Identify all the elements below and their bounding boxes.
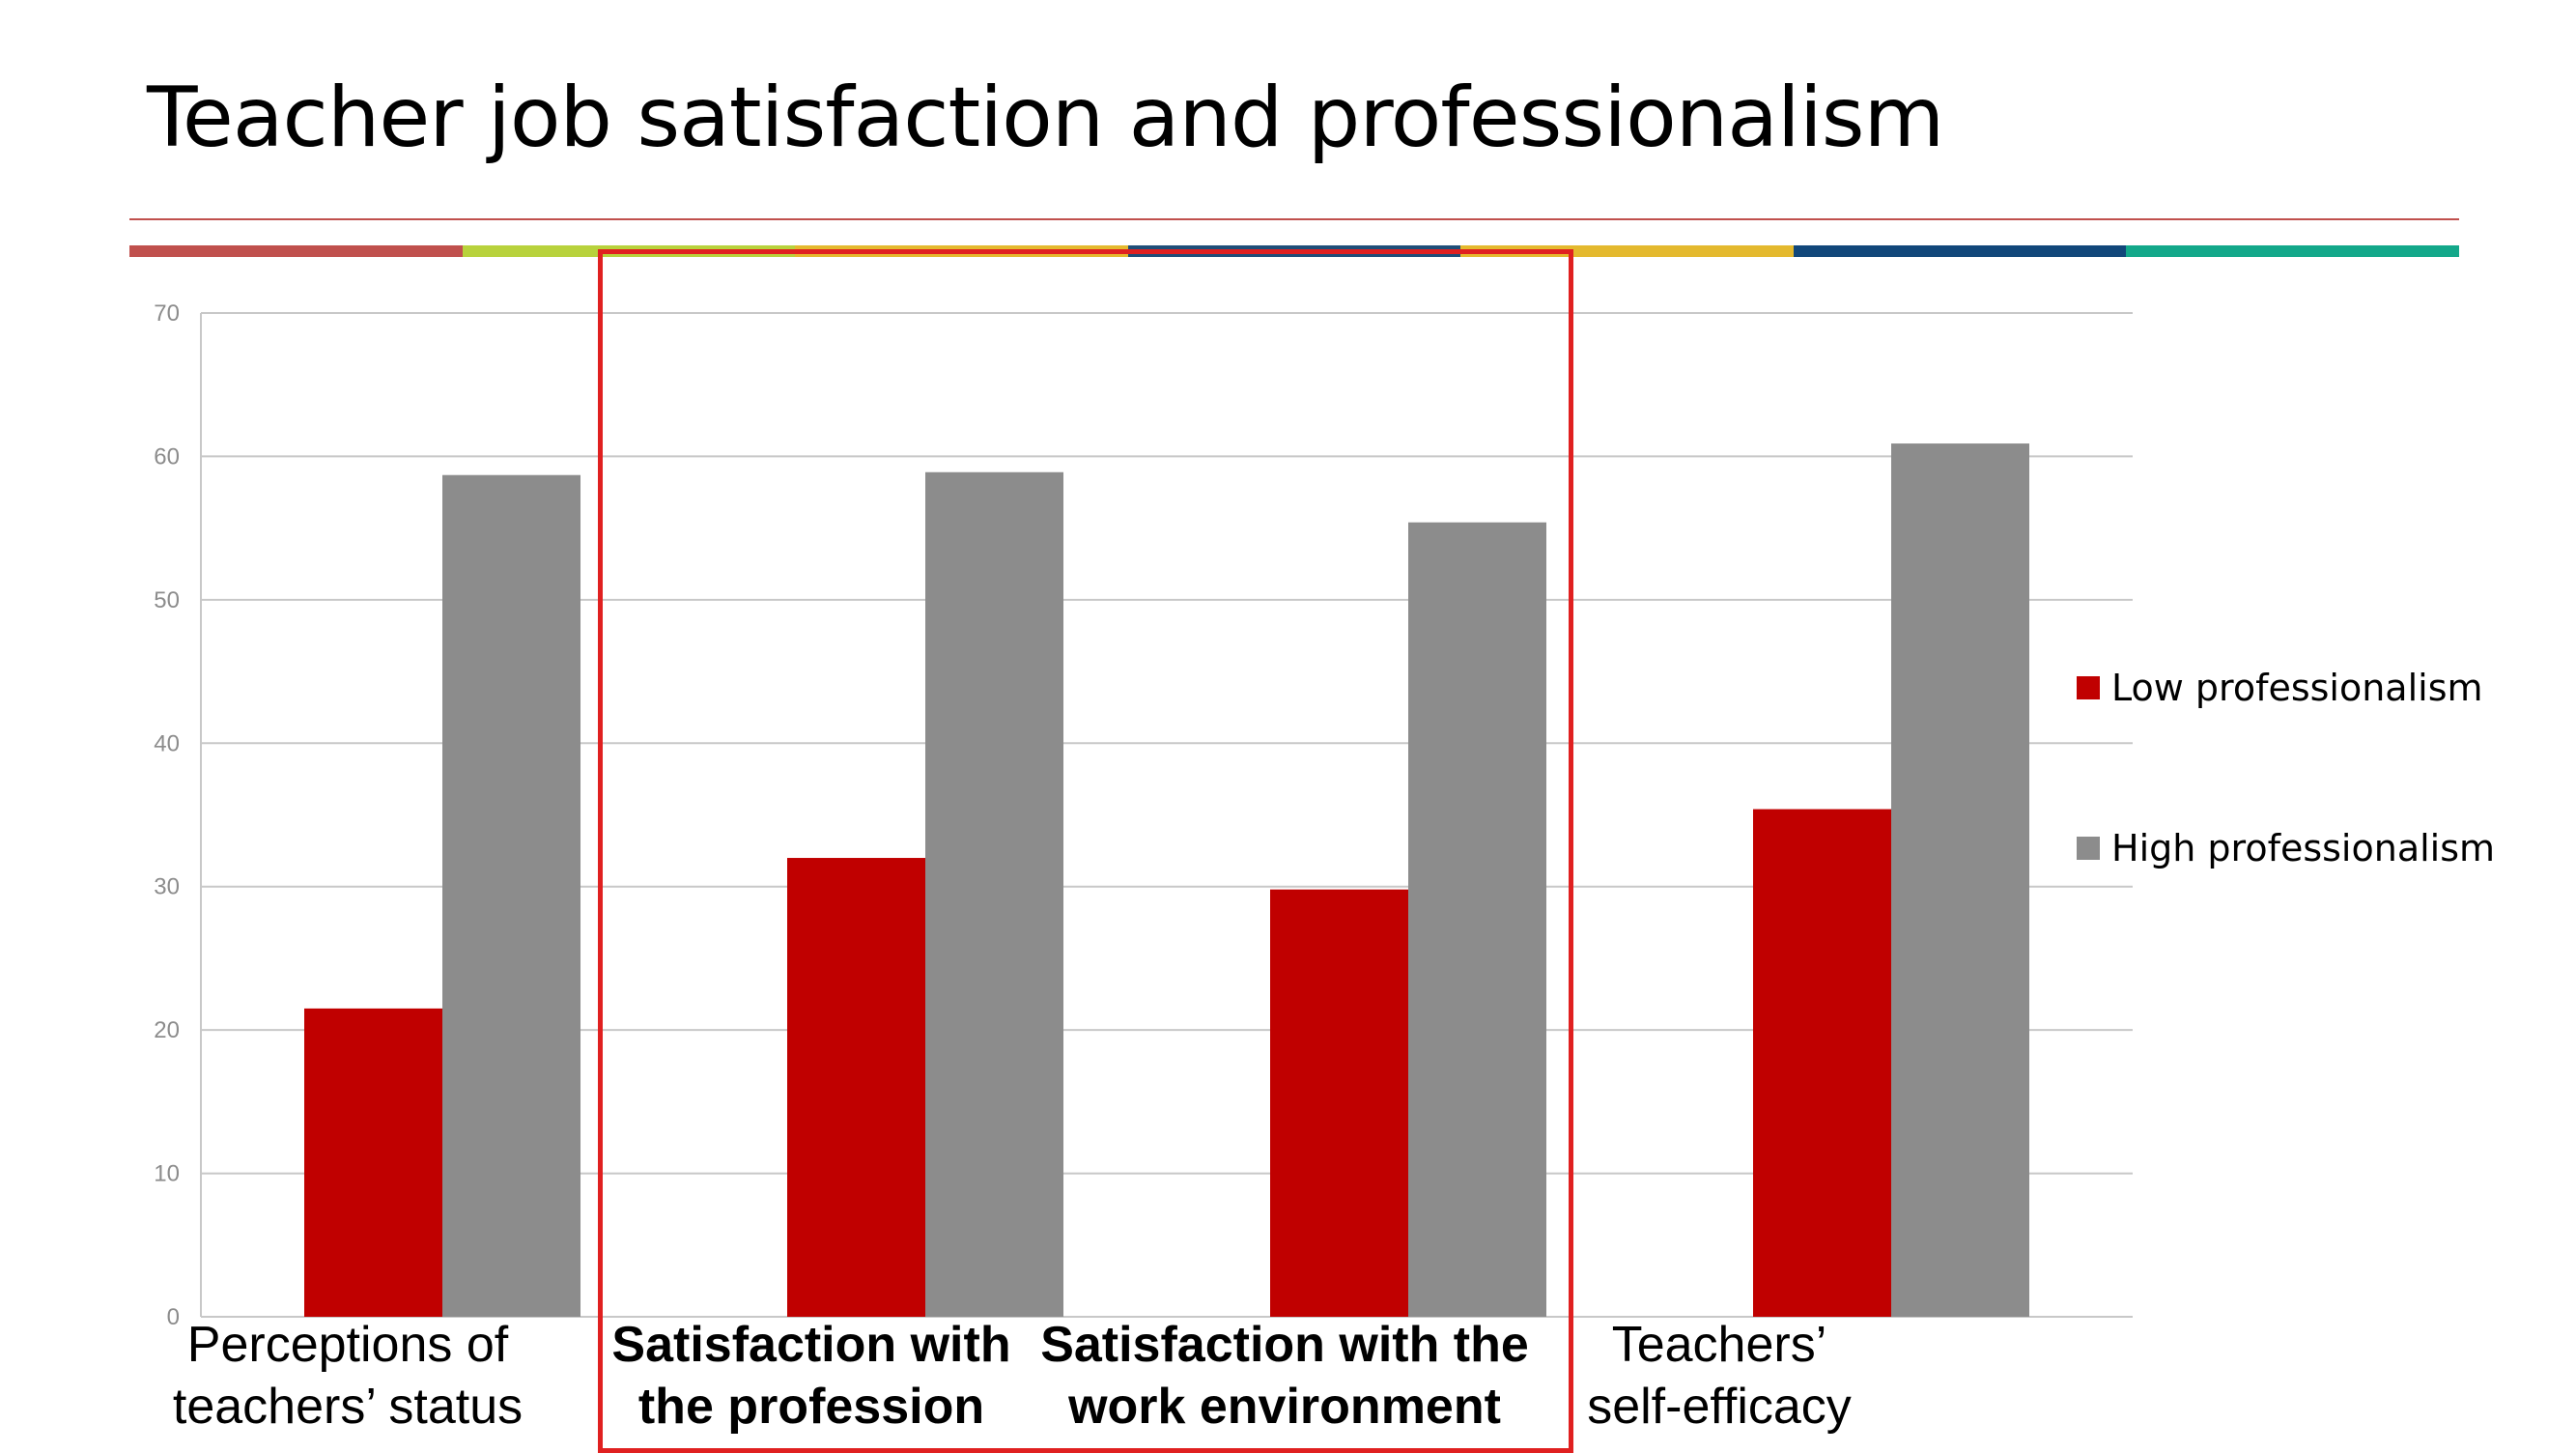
category-label-line: teachers’ status [172, 1379, 524, 1435]
legend-label-high: High professionalism [2111, 827, 2496, 869]
category-label-self-efficacy: Teachers’ self-efficacy [1565, 1314, 1874, 1438]
category-label-line: work environment [1068, 1379, 1501, 1435]
chart-legend: Low professionalism High professionalism [2077, 667, 2495, 987]
category-label-line: Satisfaction with the [1040, 1317, 1529, 1373]
y-tick-label: 20 [154, 1017, 180, 1043]
category-label-status: Perceptions of teachers’ status [155, 1314, 541, 1438]
category-label-line: Perceptions of [186, 1317, 509, 1373]
stripe-segment [1793, 245, 2127, 257]
legend-item-low: Low professionalism [2077, 667, 2495, 709]
highlight-box [598, 249, 1573, 1453]
y-tick-label: 60 [154, 443, 180, 470]
bar-high-professionalism [925, 471, 1063, 1317]
legend-item-high: High professionalism [2077, 827, 2495, 869]
bar-high-professionalism [1891, 443, 2029, 1317]
title-rule [129, 218, 2459, 220]
bar-low-professionalism [787, 858, 925, 1317]
bar-high-professionalism [442, 474, 580, 1318]
legend-swatch-low [2077, 676, 2100, 699]
y-tick-label: 30 [154, 874, 180, 900]
y-tick-label: 10 [154, 1161, 180, 1187]
category-label-work-environment: Satisfaction with the work environment [1033, 1314, 1536, 1438]
stripe-segment [2126, 245, 2460, 257]
bar-low-professionalism [304, 1008, 442, 1317]
slide-title: Teacher job satisfaction and professiona… [147, 70, 1944, 166]
category-label-line: the profession [637, 1379, 985, 1435]
bar-low-professionalism [1270, 889, 1408, 1317]
y-tick-label: 0 [167, 1304, 180, 1330]
legend-swatch-high [2077, 837, 2100, 860]
bar-high-professionalism [1408, 522, 1546, 1317]
y-tick-label: 40 [154, 730, 180, 756]
stripe-segment [1460, 245, 1794, 257]
category-label-line: self-efficacy [1587, 1379, 1852, 1435]
category-label-line: Satisfaction with [611, 1317, 1011, 1373]
category-label-line: Teachers’ [1611, 1317, 1827, 1373]
stripe-segment [129, 245, 463, 257]
bar-low-professionalism [1753, 809, 1891, 1317]
category-label-profession: Satisfaction with the profession [604, 1314, 1019, 1438]
y-tick-label: 70 [154, 300, 180, 327]
y-tick-label: 50 [154, 587, 180, 613]
legend-label-low: Low professionalism [2111, 667, 2483, 709]
